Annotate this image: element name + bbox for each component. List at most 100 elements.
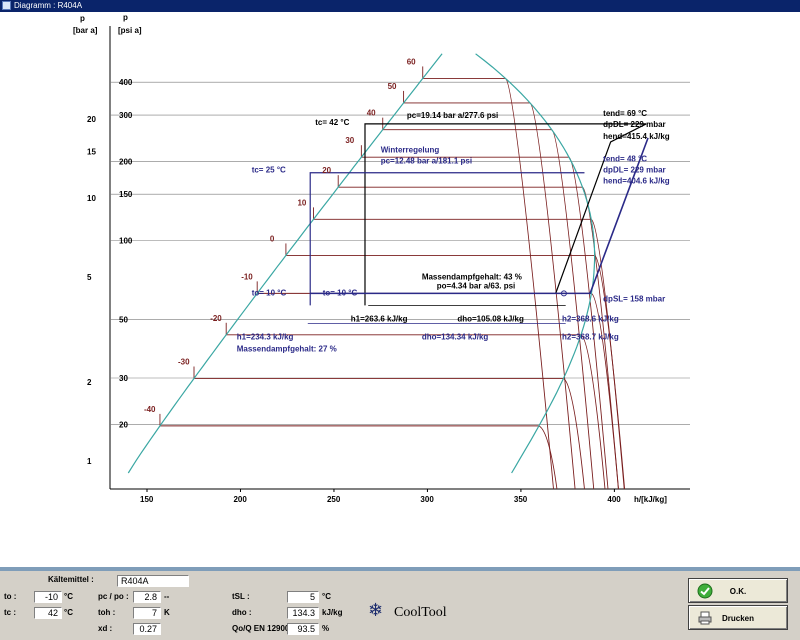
x-tick-label: 400	[607, 495, 621, 504]
dho1-label: dho=105.08 kJ/kg	[457, 314, 524, 323]
ok-button[interactable]: O.K.	[688, 578, 788, 603]
xd-label: xd :	[98, 624, 113, 633]
bar-tick-label: 10	[87, 194, 96, 203]
x-tick-label: 200	[233, 495, 247, 504]
bar-tick-label: 5	[87, 273, 92, 282]
pcpo-field[interactable]: 2.8	[133, 591, 161, 603]
isotherm-label: 20	[322, 166, 331, 175]
dho2-label: dho=134.34 kJ/kg	[422, 332, 489, 341]
to1-label: to= 10 °C	[252, 288, 287, 297]
hend2-label: hend=404.6 kJ/kg	[603, 177, 670, 186]
winter-title-label: Winterregelung	[381, 146, 440, 155]
bar-tick-label: 15	[87, 148, 96, 157]
isotherm-line	[422, 77, 554, 490]
isotherm-line	[338, 186, 619, 490]
psi-tick-label: 300	[119, 111, 133, 120]
refrigerant-label: Kältemittel :	[48, 575, 94, 584]
app-icon	[2, 1, 11, 10]
qo-unit: %	[322, 624, 330, 633]
x-tick-label: 150	[140, 495, 154, 504]
toh-label: toh :	[98, 608, 116, 617]
evaporation-line	[310, 137, 649, 295]
dpdl2-label: dpDL= 229 mbar	[603, 166, 665, 175]
brand-name: CoolTool	[394, 605, 447, 620]
tsl-unit: °C	[322, 592, 331, 601]
dho-field[interactable]: 134.3	[287, 607, 319, 619]
mass1-label: Massendampfgehalt: 43 %	[422, 272, 522, 281]
x-axis-unit: h/[kJ/kg]	[634, 495, 667, 504]
pcpo-unit: --	[164, 592, 170, 601]
bar-tick-label: 2	[87, 378, 92, 387]
isotherm-label: 40	[367, 109, 376, 118]
toh-field[interactable]: 7	[133, 607, 161, 619]
isotherm-line	[159, 425, 558, 490]
hend1-label: hend=415.4 kJ/kg	[603, 132, 670, 141]
printer-icon	[698, 611, 712, 625]
checkmark-icon	[697, 583, 713, 599]
qo-label: Qo/Q EN 12900:	[232, 624, 293, 633]
to2-label: to= 10 °C	[323, 288, 358, 297]
pc-summer-label: pc=19.14 bar a/277.6 psi	[407, 111, 498, 120]
tc-label: tc :	[4, 608, 16, 617]
saturation-liquid-line	[127, 53, 443, 474]
po-label: po=4.34 bar a/63. psi	[437, 281, 515, 290]
to-label: to :	[4, 592, 17, 601]
isotherm-label: 30	[345, 136, 354, 145]
tsl-field[interactable]: 5	[287, 591, 319, 603]
ph-diagram-svg: 150 200 250 300 350 400 h/[kJ/kg]1251015202030…	[73, 13, 690, 504]
x-tick-label: 300	[420, 495, 434, 504]
h2-winter-label: h2=368.7 kJ/kg	[562, 332, 619, 341]
isotherm-label: -10	[241, 272, 253, 281]
to-field[interactable]: -10	[34, 591, 62, 603]
bar-axis-title: p	[80, 14, 85, 23]
qo-field[interactable]: 93.5	[287, 623, 319, 635]
title-bar: Diagramm : R404A	[0, 0, 800, 12]
bar-tick-label: 1	[87, 457, 92, 466]
isotherm-label: -40	[144, 405, 156, 414]
tc-unit: °C	[64, 608, 73, 617]
isotherm-line	[194, 378, 585, 490]
ok-button-label: O.K.	[729, 587, 747, 596]
psi-tick-label: 30	[119, 374, 128, 383]
psi-tick-label: 150	[119, 190, 133, 199]
settings-panel: Kältemittel : R404A to : -10 °C tc : 42 …	[0, 571, 800, 640]
x-tick-label: 350	[514, 495, 528, 504]
h2-summer-label: h2=368.6 kJ/kg	[562, 314, 619, 323]
panel-divider	[0, 567, 800, 571]
tend2-label: tend= 48 °C	[603, 155, 647, 164]
isotherm-line	[313, 218, 625, 490]
isotherm-line	[403, 102, 576, 490]
snowflake-icon: ❄	[368, 600, 384, 620]
isotherm-label: 0	[270, 234, 275, 243]
tc-winter-label: tc= 25 °C	[252, 166, 286, 175]
winter-cycle-line	[309, 172, 585, 306]
isotherm-label: -20	[210, 314, 222, 323]
to-unit: °C	[64, 592, 73, 601]
h1-winter-label: h1=234.3 kJ/kg	[237, 332, 294, 341]
toh-unit: K	[164, 608, 170, 617]
psi-tick-label: 100	[119, 237, 133, 246]
tsl-label: tSL :	[232, 592, 250, 601]
dpsl-label: dpSL= 158 mbar	[603, 294, 665, 303]
refrigerant-field[interactable]: R404A	[117, 575, 189, 587]
tc-field[interactable]: 42	[34, 607, 62, 619]
mass2-label: Massendampfgehalt: 27 %	[237, 344, 337, 353]
dpdl1-label: dpDL= 229 mbar	[603, 120, 665, 129]
isotherm-line	[382, 129, 595, 490]
dho-unit: kJ/kg	[322, 608, 343, 617]
print-button[interactable]: Drucken	[688, 605, 788, 630]
suction-point	[560, 290, 567, 297]
bar-tick-label: 20	[87, 115, 96, 124]
psi-tick-label: 50	[119, 316, 128, 325]
isotherm-label: 60	[407, 57, 416, 66]
pcpo-label: pc / po :	[98, 592, 129, 601]
isotherm-label: 50	[388, 82, 397, 91]
xd-field[interactable]: 0.27	[133, 623, 161, 635]
psi-axis-title: p	[123, 13, 128, 22]
bar-axis-unit: [bar a]	[73, 26, 98, 35]
summer-cycle-line	[364, 123, 647, 306]
psi-tick-label: 400	[119, 78, 133, 87]
ph-diagram: 150 200 250 300 350 400 h/[kJ/kg] 1 2 5 10 15 20 20 30…	[0, 12, 800, 567]
psi-axis-unit: [psi a]	[118, 26, 142, 35]
isotherm-label: -30	[178, 357, 190, 366]
